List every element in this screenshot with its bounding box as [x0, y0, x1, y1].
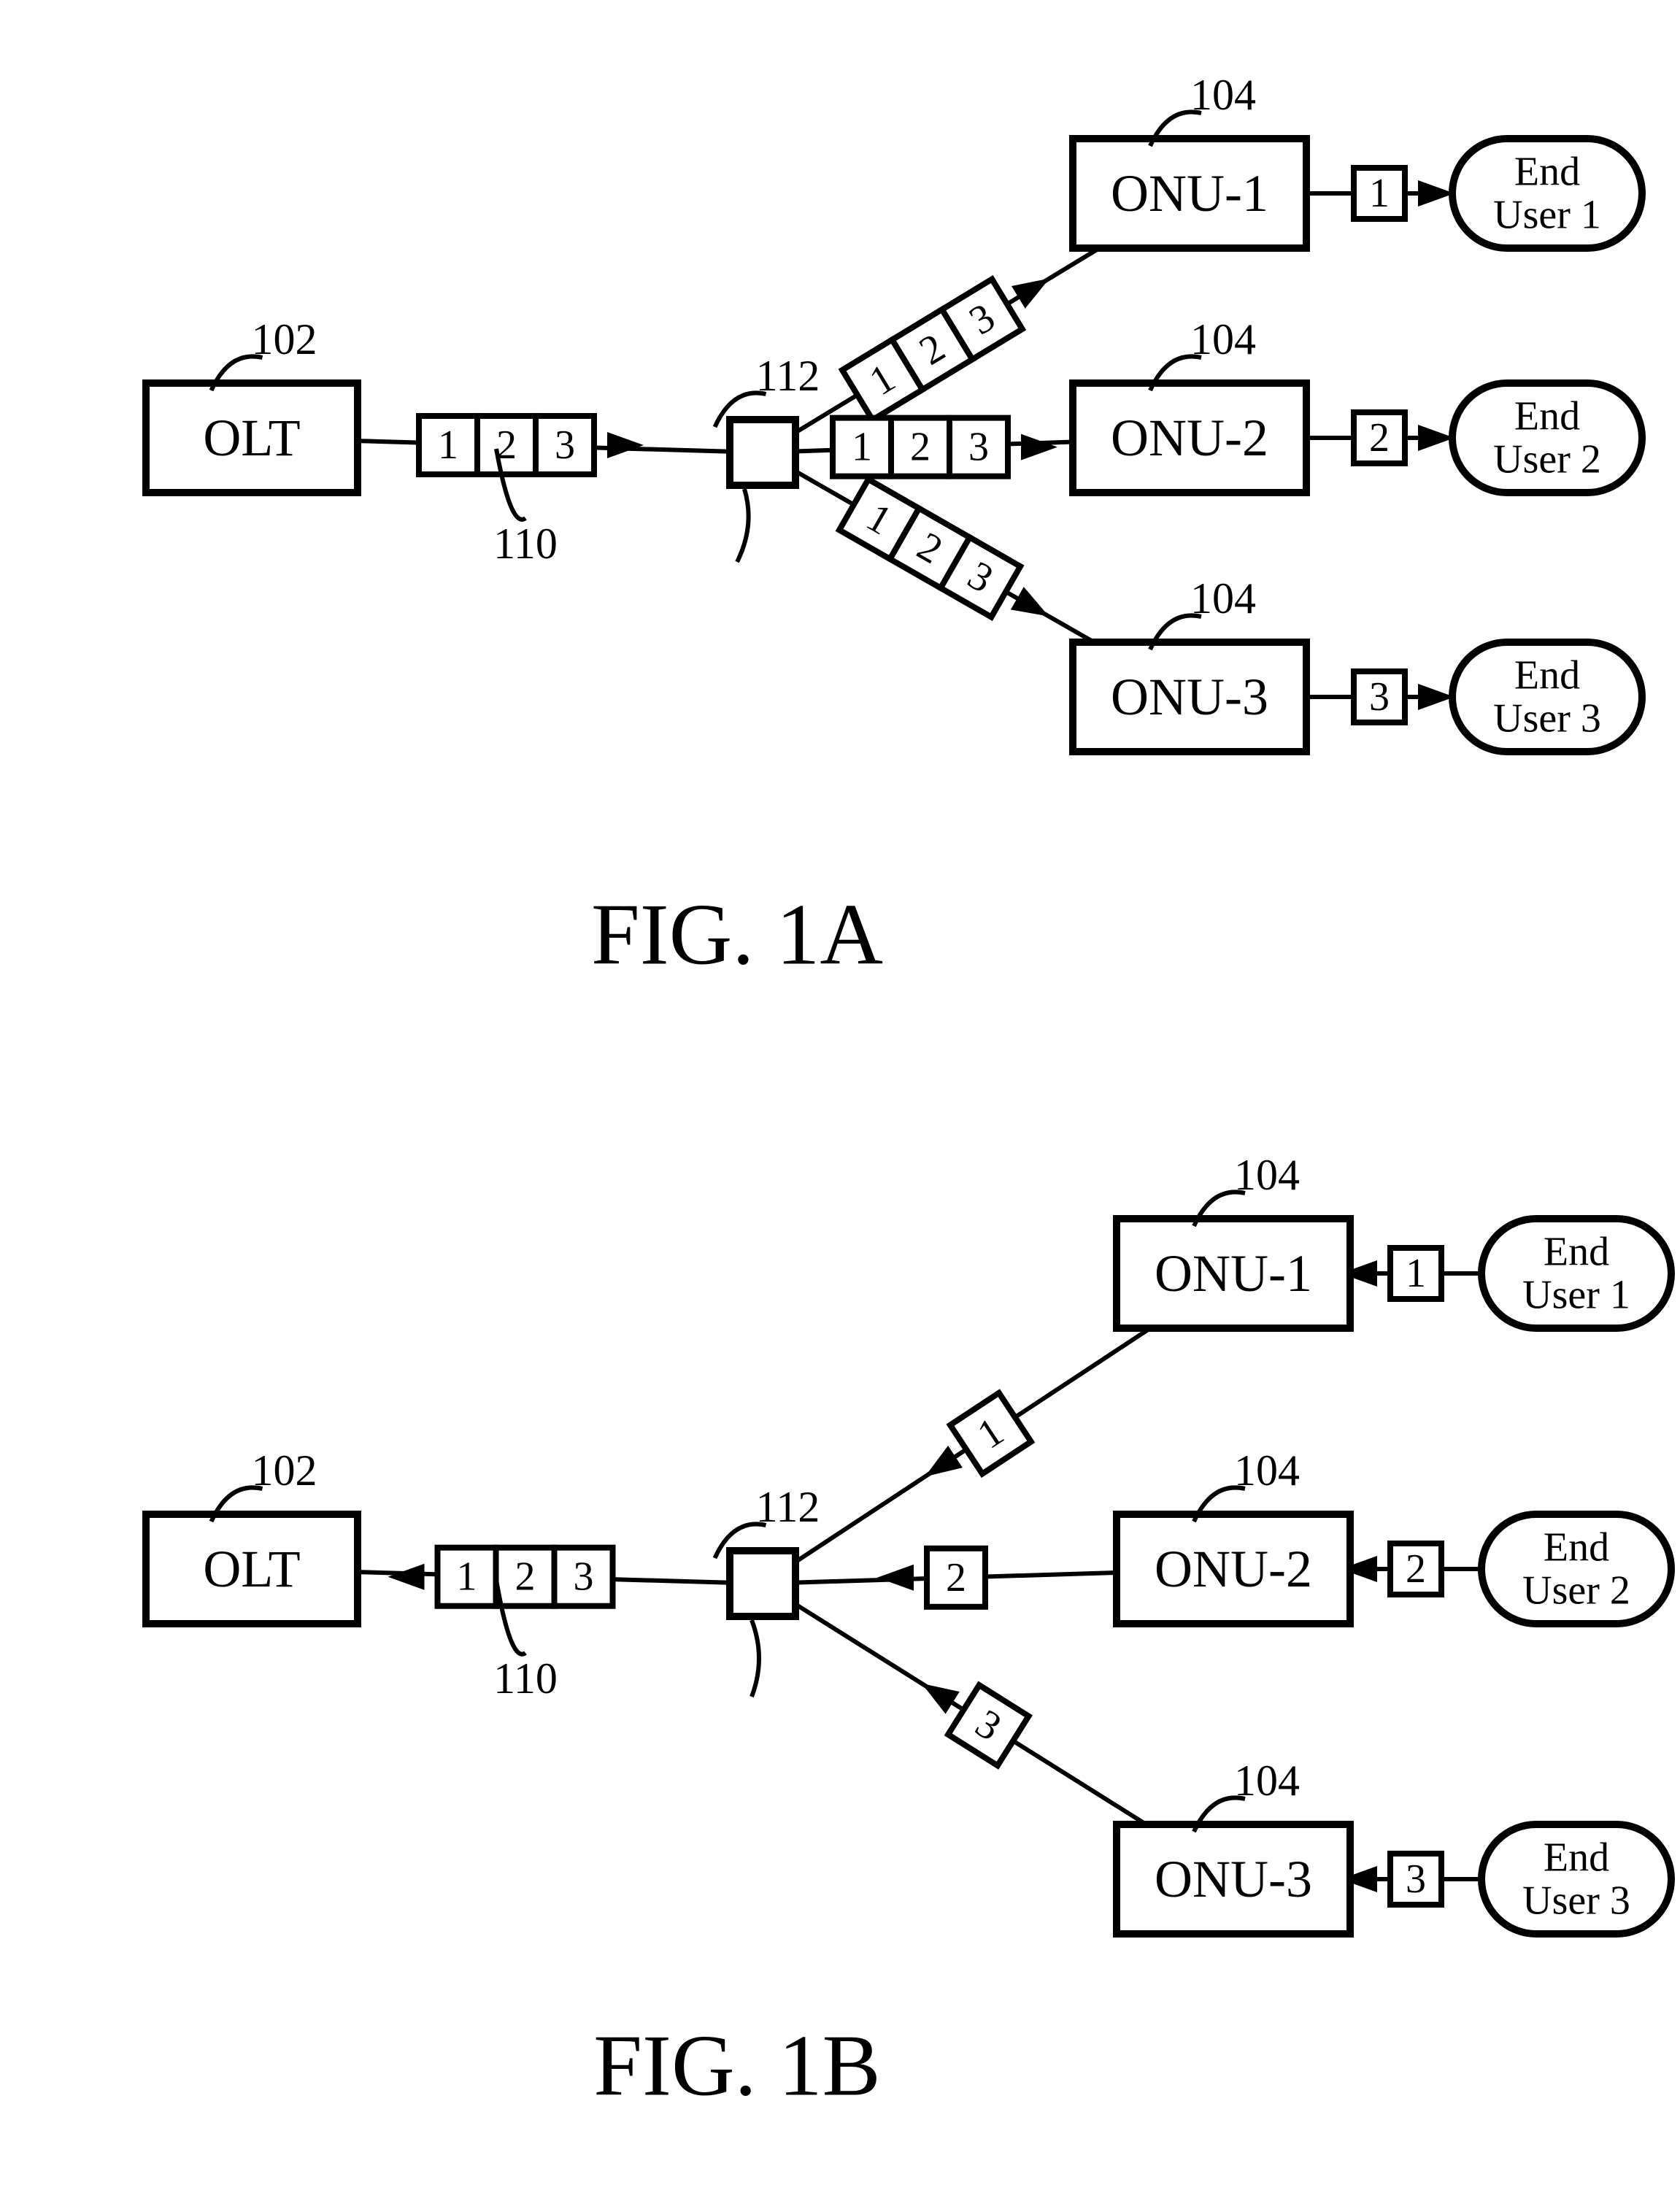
packet: 2	[877, 1549, 985, 1607]
packet: 123	[419, 416, 644, 474]
packet-cell-label: 2	[910, 425, 930, 470]
ref-label: 112	[756, 352, 820, 400]
figure-caption: FIG. 1A	[591, 886, 883, 983]
arrow-head	[877, 1565, 914, 1591]
figure-B: 123123123OLT102112ONU-1104ONU-2104ONU-31…	[146, 1151, 1671, 2114]
node-label: ONU-1	[1155, 1244, 1312, 1303]
packet: 3	[906, 1659, 1029, 1765]
node-label-line: End	[1544, 1835, 1609, 1881]
figure-A: 123123123123123OLT102112ONU-1104ONU-2104…	[146, 71, 1642, 983]
arrow-head	[607, 432, 644, 458]
packet-cell-label: 1	[1369, 171, 1390, 216]
arrow-head	[1012, 267, 1056, 309]
packet-cell-label: 3	[1369, 674, 1390, 720]
node-label: ONU-3	[1155, 1850, 1312, 1908]
node-user2: EndUser 2	[1452, 383, 1642, 493]
node-label: OLT	[203, 409, 300, 467]
packet-cell-label: 2	[946, 1555, 966, 1600]
node-label-line: End	[1514, 653, 1580, 698]
node-onu3: ONU-3 104	[1117, 1757, 1350, 1934]
node-shape	[730, 420, 795, 485]
node-onu1: ONU-1 104	[1073, 71, 1306, 248]
ref-label: 104	[1234, 1151, 1300, 1199]
ref-label: 102	[252, 315, 317, 363]
node-onu3: ONU-3 104	[1073, 574, 1306, 752]
packet: 123	[839, 479, 1063, 641]
ref-label: 104	[1190, 315, 1256, 363]
node-label-line: User 3	[1493, 695, 1601, 741]
packet-cell-label: 2	[1369, 415, 1390, 460]
node-user3: EndUser 3	[1481, 1824, 1671, 1934]
node-user3: EndUser 3	[1452, 642, 1642, 752]
node-label-line: End	[1514, 394, 1580, 439]
packet-cell-label: 1	[852, 425, 872, 470]
fiber-ref-label: 110	[493, 1654, 558, 1703]
node-onu2: ONU-2 104	[1073, 315, 1306, 493]
node-user1: EndUser 1	[1452, 139, 1642, 248]
packet: 1	[909, 1393, 1031, 1501]
packet-cell-label: 2	[515, 1554, 536, 1600]
packet-cell-label: 1	[1406, 1251, 1426, 1296]
ref-label: 104	[1190, 574, 1256, 622]
ref-label: 104	[1234, 1757, 1300, 1805]
packet: 2	[1341, 1543, 1441, 1595]
packet: 1	[1341, 1248, 1441, 1299]
node-label: ONU-1	[1111, 164, 1268, 223]
packet: 1	[1354, 168, 1454, 219]
pon-diagram: 123123123123123OLT102112ONU-1104ONU-2104…	[0, 0, 1680, 2209]
node-label-line: User 3	[1522, 1878, 1630, 1923]
node-label-line: User 1	[1522, 1272, 1630, 1317]
packet: 3	[1341, 1854, 1441, 1905]
node-onu2: ONU-2 104	[1117, 1446, 1350, 1624]
packet: 2	[1354, 412, 1454, 463]
node-user2: EndUser 2	[1481, 1514, 1671, 1624]
packet-cell-label: 3	[1406, 1857, 1426, 1902]
arrow-head	[1021, 434, 1057, 460]
figure-caption: FIG. 1B	[593, 2017, 880, 2114]
ref-label: 102	[252, 1446, 317, 1495]
node-olt: OLT 102	[146, 315, 358, 493]
fiber-ref-label: 110	[493, 520, 558, 568]
node-splitter: 112	[715, 1483, 820, 1616]
node-label: ONU-2	[1111, 409, 1268, 467]
packet: 123	[833, 418, 1057, 477]
node-label-line: User 1	[1493, 192, 1601, 237]
splitter-ref-leader	[752, 1620, 759, 1697]
arrow-head	[388, 1564, 425, 1590]
packet-cell-label: 1	[438, 423, 458, 468]
node-label-line: User 2	[1493, 436, 1601, 482]
packet: 123	[842, 253, 1065, 420]
node-label-line: End	[1544, 1525, 1609, 1570]
node-user1: EndUser 1	[1481, 1219, 1671, 1328]
node-label: ONU-3	[1111, 668, 1268, 726]
node-label-line: End	[1544, 1230, 1609, 1275]
packet-cell-label: 3	[574, 1554, 594, 1600]
splitter-ref-leader	[737, 489, 749, 562]
packet-cell-label: 3	[968, 425, 989, 470]
node-shape	[730, 1551, 795, 1616]
node-splitter: 112	[715, 352, 820, 485]
node-onu1: ONU-1 104	[1117, 1151, 1350, 1328]
node-label: ONU-2	[1155, 1540, 1312, 1598]
node-label-line: User 2	[1522, 1568, 1630, 1613]
packet: 3	[1354, 671, 1454, 722]
ref-label: 104	[1190, 71, 1256, 119]
arrow-head	[917, 1446, 963, 1488]
ref-label: 112	[756, 1483, 820, 1531]
arrow-head	[914, 1673, 959, 1714]
packet-cell-label: 1	[457, 1554, 477, 1600]
packet-cell-label: 3	[555, 423, 575, 468]
packet-cell-label: 2	[1406, 1546, 1426, 1592]
node-label-line: End	[1514, 150, 1580, 195]
node-olt: OLT 102	[146, 1446, 358, 1624]
ref-label: 104	[1234, 1446, 1300, 1495]
arrow-head	[1011, 587, 1055, 628]
node-label: OLT	[203, 1540, 300, 1598]
